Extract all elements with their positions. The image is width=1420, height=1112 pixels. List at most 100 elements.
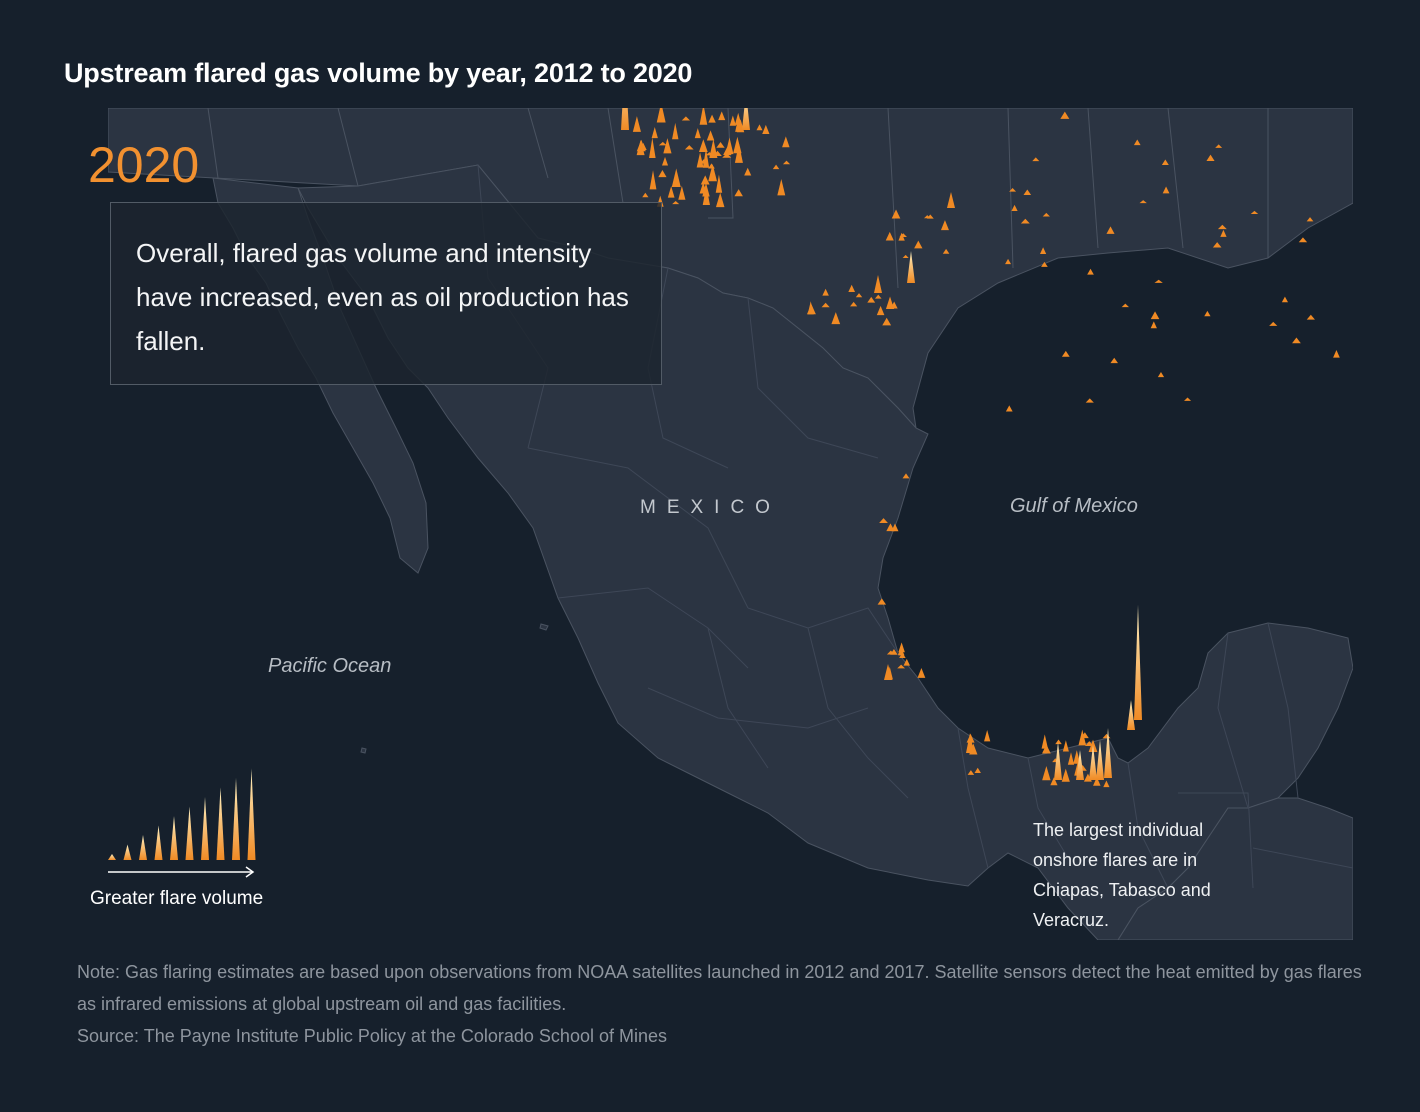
- central-america-borders: [1178, 792, 1353, 889]
- flare-marker: [898, 642, 905, 653]
- central-america: [1117, 797, 1353, 940]
- flare-marker: [1041, 261, 1048, 267]
- flare-marker: [1269, 321, 1278, 326]
- flare-marker: [1212, 242, 1222, 248]
- flare-marker: [1009, 187, 1017, 192]
- flare-marker: [942, 248, 950, 254]
- flare-marker: [1050, 777, 1058, 786]
- flare-marker: [1134, 605, 1142, 720]
- flare-marker: [1061, 350, 1070, 357]
- flare-marker: [658, 169, 667, 178]
- flare-marker: [1042, 212, 1050, 217]
- flare-marker: [899, 652, 906, 659]
- flare-marker: [1080, 732, 1089, 739]
- flare-marker: [867, 296, 876, 303]
- flare-marker: [725, 137, 734, 155]
- flare-marker: [806, 304, 816, 315]
- flare-marker: [642, 192, 649, 198]
- flare-marker: [926, 214, 934, 219]
- flare-marker: [877, 598, 887, 605]
- flare-marker: [1020, 218, 1030, 224]
- flare-marker: [831, 312, 841, 325]
- flare-marker: [1104, 728, 1112, 778]
- legend-flare-step: [123, 844, 132, 860]
- flare-marker: [886, 650, 895, 655]
- flare-marker: [1089, 745, 1097, 780]
- flare-marker: [715, 174, 723, 193]
- flare-marker: [874, 294, 882, 299]
- flare-marker: [1281, 296, 1288, 303]
- flare-marker: [678, 185, 686, 200]
- flare-marker: [672, 122, 679, 140]
- flare-marker: [1055, 739, 1062, 745]
- flare-marker: [967, 770, 975, 775]
- flare-marker: [1306, 314, 1315, 320]
- flare-marker: [1005, 405, 1013, 412]
- flare-marker: [1217, 224, 1227, 230]
- flare-marker: [782, 136, 790, 148]
- flare-marker: [974, 767, 981, 773]
- flare-marker: [822, 288, 829, 296]
- flare-marker: [709, 139, 718, 158]
- flare-marker: [1011, 204, 1018, 211]
- flare-marker: [850, 301, 858, 307]
- flare-marker: [702, 186, 710, 206]
- flare-marker: [1085, 741, 1094, 747]
- flare-marker: [984, 730, 991, 742]
- island: [360, 747, 367, 754]
- legend-flare-step: [170, 816, 178, 860]
- flare-marker: [1204, 310, 1211, 317]
- flare-marker: [884, 664, 892, 680]
- flare-marker: [885, 231, 894, 241]
- flare-marker: [715, 192, 725, 208]
- flare-marker: [708, 164, 717, 182]
- flare-marker: [914, 240, 923, 249]
- flare-marker: [882, 317, 892, 326]
- flare-marker: [966, 733, 974, 753]
- chart-title: Upstream flared gas volume by year, 2012…: [64, 58, 693, 88]
- flare-marker: [658, 141, 667, 146]
- flare-marker: [632, 116, 641, 132]
- flare-marker: [1306, 217, 1314, 222]
- legend-flare-step: [247, 768, 256, 860]
- flare-marker: [879, 518, 888, 523]
- flare-marker: [729, 115, 737, 126]
- flare-marker: [762, 124, 770, 135]
- flare-marker: [1060, 111, 1070, 119]
- flare-marker: [696, 152, 704, 168]
- flare-marker: [699, 108, 708, 125]
- flare-marker: [1096, 740, 1104, 780]
- flare-marker: [1184, 397, 1192, 401]
- flare-marker: [651, 127, 658, 139]
- legend-arrowhead-icon: [245, 866, 255, 878]
- legend-flares: [108, 768, 256, 860]
- flare-marker: [621, 108, 629, 130]
- flare-marker: [756, 124, 763, 131]
- island: [539, 623, 549, 631]
- legend-flare-step: [201, 797, 209, 860]
- pacific-ocean-label: Pacific Ocean: [268, 655, 392, 677]
- flare-marker: [1023, 189, 1032, 196]
- flare-marker: [694, 128, 701, 139]
- flare-marker: [891, 209, 901, 219]
- flare-marker: [706, 130, 715, 141]
- flare-marker: [1154, 279, 1163, 283]
- legend-label: Greater flare volume: [90, 888, 264, 909]
- flare-marker: [1087, 268, 1094, 275]
- flare-marker: [734, 189, 743, 197]
- flare-marker: [722, 153, 732, 158]
- flare-marker: [671, 168, 681, 187]
- flare-marker: [661, 156, 669, 166]
- legend-flare-step: [216, 787, 225, 860]
- flare-marker: [1076, 750, 1084, 780]
- flare-marker: [821, 302, 830, 308]
- flare-marker: [663, 138, 672, 154]
- flare-marker: [902, 473, 910, 479]
- flare-marker: [899, 233, 907, 237]
- flare-marker: [1103, 780, 1110, 788]
- flare-marker: [903, 658, 910, 666]
- flare-marker: [890, 301, 898, 309]
- flare-marker: [886, 523, 895, 532]
- flare-marker: [708, 114, 716, 123]
- flare-marker: [1215, 144, 1223, 148]
